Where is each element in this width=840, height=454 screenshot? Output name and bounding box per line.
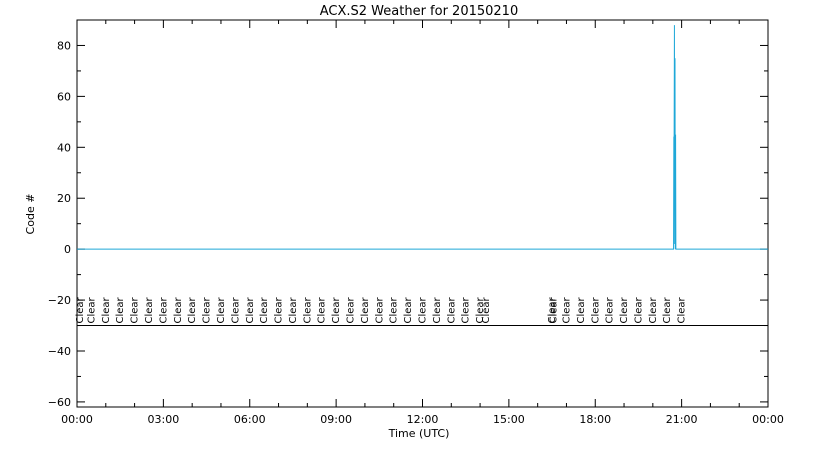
y-tick-label: 20 <box>57 192 71 205</box>
series-line <box>77 25 768 250</box>
annotation-label: Clear <box>662 296 673 323</box>
annotation-label: Clear <box>202 296 213 323</box>
x-tick-label: 18:00 <box>579 413 611 426</box>
y-tick-label: −40 <box>48 345 71 358</box>
y-tick-label: −60 <box>48 396 71 409</box>
annotation-label: Clear <box>547 296 558 323</box>
annotation-label: Clear <box>432 296 443 323</box>
annotation-label: Clear <box>418 296 429 323</box>
annotation-label: Clear <box>446 296 457 323</box>
annotation-label: Clear <box>331 296 342 323</box>
x-tick-label: 09:00 <box>320 413 352 426</box>
annotation-label: Clear <box>302 296 313 323</box>
annotation-label: Clear <box>245 296 256 323</box>
annotation-label: Clear <box>274 296 285 323</box>
plot-frame <box>76 19 769 408</box>
x-tick-label: 06:00 <box>234 413 266 426</box>
annotation-label: Clear <box>115 296 126 323</box>
annotation-label: Clear <box>317 296 328 323</box>
x-tick-label: 15:00 <box>493 413 525 426</box>
annotation-label: Clear <box>230 296 241 323</box>
annotation-label: Clear <box>86 296 97 323</box>
annotation-label: Clear <box>187 296 198 323</box>
annotation-label: Clear <box>461 296 472 323</box>
annotation-label: Clear <box>288 296 299 323</box>
annotation-label: Clear <box>75 296 86 323</box>
x-tick-label: 00:00 <box>61 413 93 426</box>
annotation-label: Clear <box>158 296 169 323</box>
annotation-label: Clear <box>130 296 141 323</box>
annotation-label: Clear <box>360 296 371 323</box>
x-tick-label: 12:00 <box>407 413 439 426</box>
y-tick-label: 0 <box>64 243 71 256</box>
annotation-label: Clear <box>605 296 616 323</box>
annotation-label: Clear <box>633 296 644 323</box>
plot-layer: 00:00 03:00 06:00 09:00 12:00 15:00 18:00 21:00… <box>48 19 784 426</box>
x-tick-label: 00:00 <box>752 413 784 426</box>
y-tick-label: −20 <box>48 294 71 307</box>
annotation-label: Clear <box>144 296 155 323</box>
y-tick-label: 40 <box>57 141 71 154</box>
annotation-label: Clear <box>403 296 414 323</box>
x-tick-label: 21:00 <box>666 413 698 426</box>
annotation-label: Clear <box>216 296 227 323</box>
annotation-label: Clear <box>101 296 112 323</box>
annotation-label: Clear <box>475 296 486 323</box>
annotation-label: Clear <box>590 296 601 323</box>
annotation-label: Clear <box>677 296 688 323</box>
annotation-label: Clear <box>259 296 270 323</box>
annotation-label: Clear <box>173 296 184 323</box>
annotation-label: Clear <box>561 296 572 323</box>
annotation-label: Clear <box>549 296 560 323</box>
y-tick-label: 80 <box>57 39 71 52</box>
annotation-label: Clear <box>346 296 357 323</box>
annotation-label: Clear <box>648 296 659 323</box>
annotation-label: Clear <box>389 296 400 323</box>
y-axis-label: Code # <box>24 194 37 235</box>
chart-title: ACX.S2 Weather for 20150210 <box>320 4 518 19</box>
annotation-label: Clear <box>619 296 630 323</box>
annotation-label: Clear <box>576 296 587 323</box>
x-tick-label: 03:00 <box>148 413 180 426</box>
x-axis-label: Time (UTC) <box>388 427 450 440</box>
annotation-label: Clear <box>374 296 385 323</box>
y-tick-label: 60 <box>57 90 71 103</box>
annotation-label: Clear <box>481 296 492 323</box>
